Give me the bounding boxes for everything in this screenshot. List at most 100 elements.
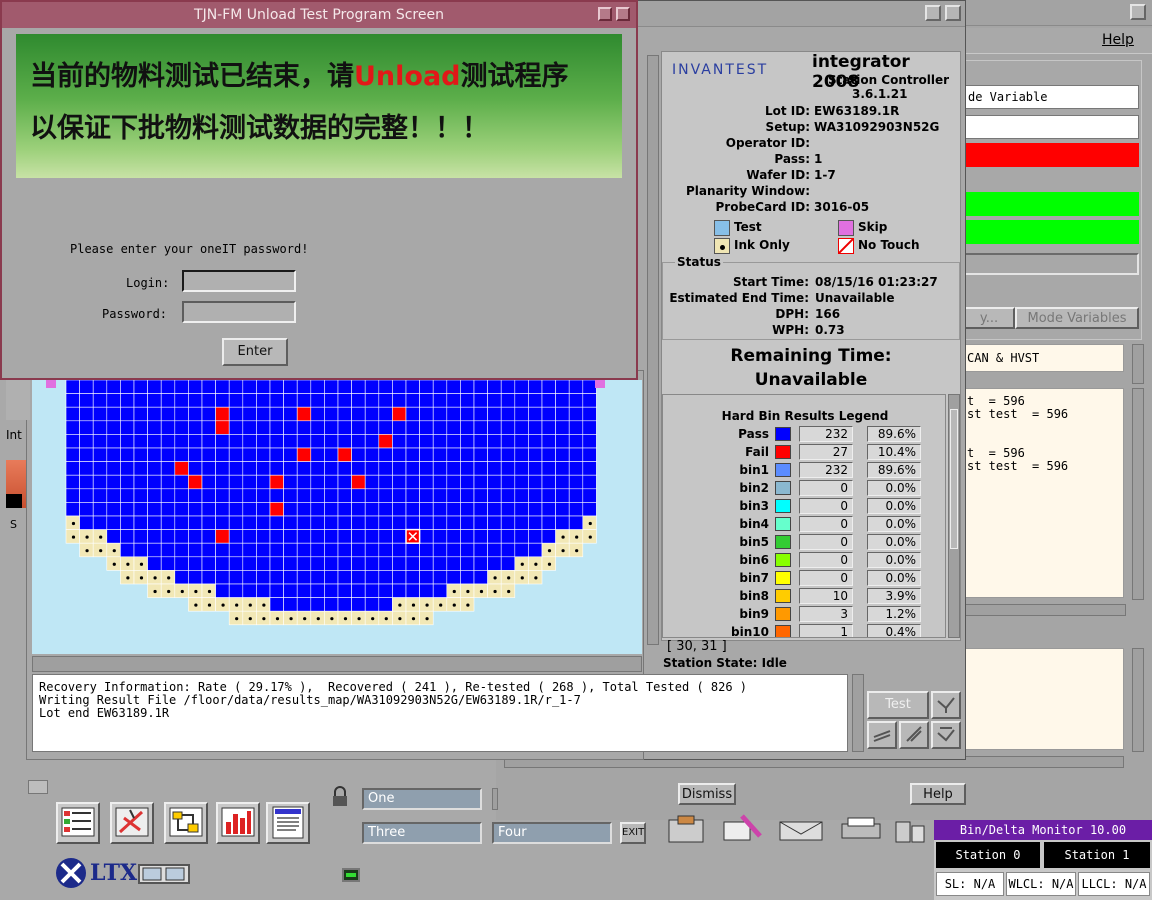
pass-die[interactable] <box>269 570 284 585</box>
pass-die[interactable] <box>487 393 502 408</box>
pass-die[interactable] <box>79 380 94 394</box>
fail-die[interactable] <box>269 502 284 517</box>
pass-die[interactable] <box>79 406 94 422</box>
pass-die[interactable] <box>147 488 162 503</box>
pass-die[interactable] <box>174 420 189 435</box>
pass-die[interactable] <box>120 515 135 530</box>
pass-die[interactable] <box>310 502 325 517</box>
pass-die[interactable] <box>201 420 216 435</box>
pass-die[interactable] <box>337 393 352 408</box>
pass-die[interactable] <box>256 434 271 449</box>
pass-die[interactable] <box>188 529 203 544</box>
pass-die[interactable] <box>351 570 366 585</box>
pass-die[interactable] <box>514 406 529 422</box>
pass-die[interactable] <box>92 502 108 517</box>
pass-die[interactable] <box>201 542 216 558</box>
pass-die[interactable] <box>174 556 189 571</box>
pass-die[interactable] <box>324 515 339 530</box>
pass-die[interactable] <box>364 380 380 394</box>
pass-die[interactable] <box>201 393 216 408</box>
pass-die[interactable] <box>351 556 366 571</box>
pass-die[interactable] <box>256 570 271 585</box>
pass-die[interactable] <box>242 420 257 435</box>
pass-die[interactable] <box>256 583 271 598</box>
pass-die[interactable] <box>215 474 230 490</box>
pass-die[interactable] <box>500 529 516 544</box>
pass-die[interactable] <box>256 447 271 462</box>
pass-die[interactable] <box>364 461 380 476</box>
pass-die[interactable] <box>473 447 488 462</box>
scrollbar-horizontal[interactable] <box>962 604 1126 616</box>
pass-die[interactable] <box>147 556 162 571</box>
pass-die[interactable] <box>65 420 80 435</box>
pass-die[interactable] <box>419 583 434 598</box>
pass-die[interactable] <box>378 583 393 598</box>
pass-die[interactable] <box>310 515 325 530</box>
pass-die[interactable] <box>392 488 407 503</box>
pass-die[interactable] <box>324 502 339 517</box>
pass-die[interactable] <box>228 434 244 449</box>
pass-die[interactable] <box>528 461 543 476</box>
pass-die[interactable] <box>337 420 352 435</box>
pass-die[interactable] <box>283 447 298 462</box>
pass-die[interactable] <box>147 542 162 558</box>
pass-die[interactable] <box>324 447 339 462</box>
pass-die[interactable] <box>106 420 121 435</box>
folder-icon[interactable] <box>666 814 706 844</box>
pass-die[interactable] <box>487 461 502 476</box>
pass-die[interactable] <box>242 542 257 558</box>
pass-die[interactable] <box>147 380 162 394</box>
pass-die[interactable] <box>473 380 488 394</box>
pass-die[interactable] <box>296 556 312 571</box>
test-mode-field[interactable]: CAN & HVST <box>962 344 1124 372</box>
pass-die[interactable] <box>432 447 448 462</box>
pass-die[interactable] <box>568 406 584 422</box>
pass-die[interactable] <box>568 474 584 490</box>
pass-die[interactable] <box>256 488 271 503</box>
pass-die[interactable] <box>555 502 570 517</box>
file-manager-icon[interactable] <box>56 802 100 844</box>
mode-field-2[interactable] <box>963 115 1139 139</box>
pass-die[interactable] <box>256 420 271 435</box>
pass-die[interactable] <box>405 447 420 462</box>
pass-die[interactable] <box>473 406 488 422</box>
pass-die[interactable] <box>133 474 148 490</box>
pass-die[interactable] <box>364 406 380 422</box>
pass-die[interactable] <box>555 420 570 435</box>
pass-die[interactable] <box>419 556 434 571</box>
pass-die[interactable] <box>528 474 543 490</box>
minimize-icon[interactable] <box>925 5 941 21</box>
pass-die[interactable] <box>541 502 556 517</box>
pass-die[interactable] <box>500 420 516 435</box>
pass-die[interactable] <box>242 515 257 530</box>
pass-die[interactable] <box>133 393 148 408</box>
pass-die[interactable] <box>419 542 434 558</box>
pass-die[interactable] <box>133 461 148 476</box>
pass-die[interactable] <box>133 542 148 558</box>
pass-die[interactable] <box>160 529 176 544</box>
pass-die[interactable] <box>446 434 461 449</box>
pass-die[interactable] <box>378 393 393 408</box>
enter-button[interactable]: Enter <box>222 338 288 366</box>
pass-die[interactable] <box>188 393 203 408</box>
pass-die[interactable] <box>269 393 284 408</box>
pass-die[interactable] <box>337 406 352 422</box>
pass-die[interactable] <box>201 380 216 394</box>
pass-die[interactable] <box>541 380 556 394</box>
pass-die[interactable] <box>487 556 502 571</box>
pass-die[interactable] <box>351 488 366 503</box>
pass-die[interactable] <box>228 420 244 435</box>
pass-die[interactable] <box>432 461 448 476</box>
pass-die[interactable] <box>446 447 461 462</box>
fail-die[interactable] <box>296 406 312 422</box>
pass-die[interactable] <box>79 447 94 462</box>
pass-die[interactable] <box>133 488 148 503</box>
pass-die[interactable] <box>147 529 162 544</box>
pass-die[interactable] <box>242 570 257 585</box>
pass-die[interactable] <box>528 380 543 394</box>
pass-die[interactable] <box>337 597 352 612</box>
pass-die[interactable] <box>460 406 475 422</box>
pass-die[interactable] <box>269 447 284 462</box>
pass-die[interactable] <box>106 447 121 462</box>
pass-die[interactable] <box>555 406 570 422</box>
